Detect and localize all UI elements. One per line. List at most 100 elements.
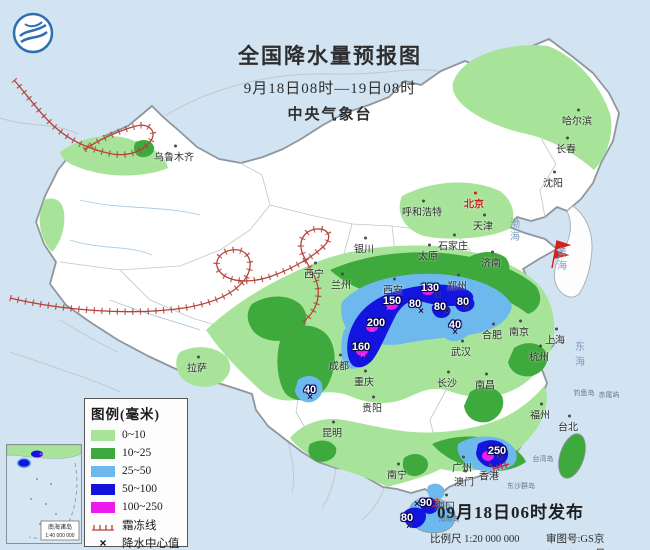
legend-row: 50~100 xyxy=(91,480,181,498)
city-label-fuzhou: 福州 xyxy=(530,402,550,422)
city-label-jinan: 济南 xyxy=(481,250,501,270)
precip-center-cross: × xyxy=(369,325,375,336)
city-label-taiyuan: 太原 xyxy=(418,243,438,263)
legend-row: 0~10 xyxy=(91,426,181,444)
precip-value: 80 xyxy=(456,296,470,308)
cma-logo xyxy=(12,12,54,59)
city-label-chengdu: 成都 xyxy=(329,353,349,373)
city-label-hangzhou: 杭州 xyxy=(529,344,549,364)
precip-center-cross: × xyxy=(444,306,450,317)
city-label-changchun: 长春 xyxy=(556,136,576,156)
forecast-time-range: 9月18日08时—19日08时 xyxy=(243,81,417,97)
city-label-changsha: 长沙 xyxy=(437,370,457,390)
cross-sample-icon: × xyxy=(99,536,107,550)
precip-value: 200 xyxy=(366,317,386,329)
precip-value: 90 xyxy=(419,497,433,509)
issue-time-text: 09月18日06时发布 xyxy=(437,503,584,522)
precip-center-cross: × xyxy=(497,452,503,463)
city-label-xining: 西宁 xyxy=(304,261,324,281)
sea-label-bohai: 渤海 xyxy=(507,218,519,244)
inset-hainan xyxy=(16,457,32,469)
island-label-taiwan: 台湾岛 xyxy=(532,456,554,463)
city-label-shanghai: 上海 xyxy=(545,327,565,347)
page-title: 全国降水量预报图 xyxy=(238,44,422,68)
city-label-shenyang: 沈阳 xyxy=(543,170,563,190)
city-label-hohhot: 呼和浩特 xyxy=(402,199,442,219)
frost-line-sample-icon xyxy=(91,520,115,531)
precip-value: 80 xyxy=(400,512,414,524)
red-hatch-marker-hongkong xyxy=(492,461,510,472)
precip-value: 150 xyxy=(382,295,402,307)
legend-swatch-25-50 xyxy=(91,465,115,477)
inset-label-box xyxy=(40,520,80,541)
precip-center-cross: × xyxy=(452,327,458,338)
legend-row-center-value: × 降水中心值 xyxy=(91,534,181,550)
city-label-harbin: 哈尔滨 xyxy=(562,108,592,128)
legend-row: 10~25 xyxy=(91,444,181,462)
precip-value: 130 xyxy=(420,282,440,294)
precip-center-cross: × xyxy=(406,521,412,532)
city-label-xian: 西安 xyxy=(383,277,403,297)
city-label-nanjing: 南京 xyxy=(509,319,529,339)
legend-swatch-50-100 xyxy=(91,483,115,495)
precip-50-100-zones xyxy=(347,284,509,529)
inset-islands xyxy=(30,478,57,525)
city-label-zhengzhou: 郑州 xyxy=(447,273,467,293)
legend-title: 图例(毫米) xyxy=(91,407,160,422)
city-label-lanzhou: 兰州 xyxy=(331,272,351,292)
city-label-hefei: 合肥 xyxy=(482,322,502,342)
title-block: 全国降水量预报图 9月18日08时—19日08时 中央气象台 xyxy=(200,40,460,124)
city-label-guangzhou: 广州 xyxy=(452,455,472,475)
inset-scale: 1:40 000 000 xyxy=(45,533,74,539)
frost-line xyxy=(9,77,332,325)
legend-row: 25~50 xyxy=(91,462,181,480)
precip-value: 160 xyxy=(351,341,371,353)
city-label-shijiazhuang: 石家庄 xyxy=(438,233,468,253)
legend-swatch-100-250 xyxy=(91,501,115,513)
island-label-hainan: 海南岛 xyxy=(438,516,460,523)
precip-value: 80 xyxy=(408,298,422,310)
taiwan-island xyxy=(558,433,586,479)
precip-value: 250 xyxy=(487,445,507,457)
city-label-wuhan: 武汉 xyxy=(451,339,471,359)
city-label-tianjin: 天津 xyxy=(473,213,493,233)
legend-row: 100~250 xyxy=(91,498,181,516)
sea-label-yellow-sea: 黄海 xyxy=(554,247,566,273)
city-label-hongkong: 香港 xyxy=(479,463,499,483)
city-label-beijing: 北京 xyxy=(464,191,484,211)
island-label-chiwei: 赤尾屿 xyxy=(598,392,620,399)
precip-value: 40 xyxy=(448,319,462,331)
typhoon-symbol-haikou xyxy=(425,498,441,508)
precip-value: 80 xyxy=(433,301,447,313)
city-label-urumqi: 乌鲁木齐 xyxy=(154,144,194,164)
south-china-sea-inset: 南海诸岛 1:40 000 000 xyxy=(6,444,82,544)
precip-value: 40 xyxy=(303,384,317,396)
legend-box: 图例(毫米) 0~10 10~25 25~50 50~100 100~250 xyxy=(84,398,188,550)
legend-swatch-10-25 xyxy=(91,447,115,459)
city-label-haikou: 海口 xyxy=(435,493,455,513)
city-label-taipei: 台北 xyxy=(558,414,578,434)
city-label-nanning: 南宁 xyxy=(387,462,407,482)
city-label-lhasa: 拉萨 xyxy=(187,355,207,375)
legend-swatch-0-10 xyxy=(91,429,115,441)
precip-center-cross: × xyxy=(307,392,313,403)
city-label-nanchang: 南昌 xyxy=(475,372,495,392)
precip-center-cross: × xyxy=(360,350,366,361)
island-label-diaoyu: 钓鱼岛 xyxy=(573,390,595,397)
precip-100-250-zones xyxy=(356,287,494,461)
korea-peninsula xyxy=(553,205,593,298)
city-label-chongqing: 重庆 xyxy=(354,369,374,389)
precip-center-cross: × xyxy=(414,499,420,510)
precip-center-cross: × xyxy=(418,306,424,317)
city-label-macau: 澳门 xyxy=(454,469,474,489)
sea-label-east-china-sea: 东海 xyxy=(575,342,601,368)
agency-name: 中央气象台 xyxy=(287,107,373,123)
map-approval-number: 审图号:GS京(2024)0236号 xyxy=(546,534,606,550)
city-label-guiyang: 贵阳 xyxy=(362,395,382,415)
island-label-dongsha: 东沙群岛 xyxy=(507,483,535,490)
inset-label: 南海诸岛 xyxy=(48,523,72,531)
legend-row-frost-line: 霜冻线 xyxy=(91,516,181,534)
map-scale-text: 比例尺 1:20 000 000 xyxy=(430,534,520,545)
precip-center-cross: × xyxy=(463,302,469,313)
